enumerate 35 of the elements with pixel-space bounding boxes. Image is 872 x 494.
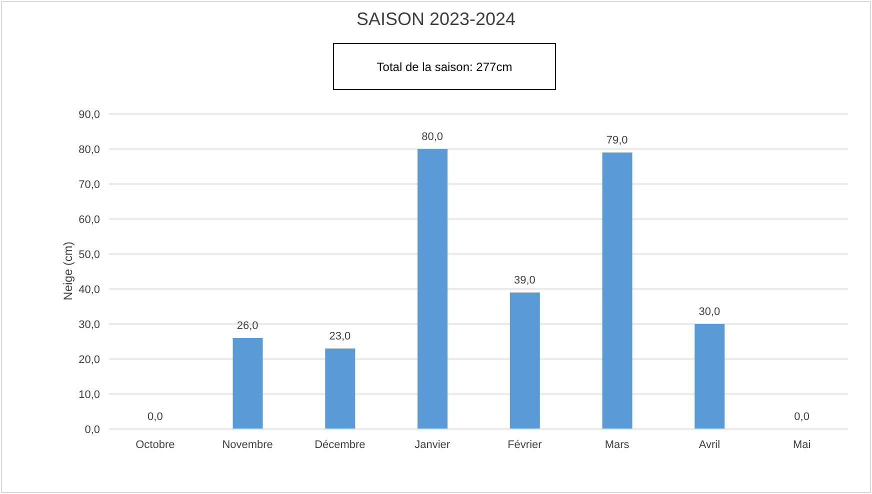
x-tick-label: Avril xyxy=(698,438,720,451)
data-label: 0,0 xyxy=(148,411,163,423)
y-tick-label: 70,0 xyxy=(78,178,100,191)
y-tick-label: 40,0 xyxy=(78,284,100,296)
x-tick-label: Février xyxy=(508,438,542,451)
x-tick-label: Janvier xyxy=(414,438,450,451)
bar xyxy=(602,152,632,429)
data-label: 30,0 xyxy=(698,306,720,318)
x-tick-label: Octobre xyxy=(136,438,175,451)
chart-title: SAISON 2023-2024 xyxy=(355,9,517,30)
bar xyxy=(232,338,263,429)
data-label: 80,0 xyxy=(422,131,444,143)
text: Total de la saison: 277cm xyxy=(376,60,512,74)
y-tick-label: 90,0 xyxy=(78,108,100,121)
y-tick-label: 0,0 xyxy=(84,424,100,436)
bar xyxy=(418,149,448,429)
y-tick-label: 60,0 xyxy=(78,214,100,226)
y-tick-label: 50,0 xyxy=(78,248,100,261)
data-label: 23,0 xyxy=(329,330,351,342)
bar xyxy=(694,324,725,429)
x-tick-label: Novembre xyxy=(222,438,273,451)
x-tick-label: Mars xyxy=(604,438,630,451)
x-tick-label: Décembre xyxy=(314,438,366,451)
bar xyxy=(510,292,540,429)
data-label: 26,0 xyxy=(236,320,258,332)
y-tick-label: 30,0 xyxy=(78,318,100,331)
y-tick-label: 20,0 xyxy=(78,354,100,366)
bar xyxy=(325,348,356,429)
x-tick-label: Mai xyxy=(792,438,811,451)
data-label: 79,0 xyxy=(606,134,628,146)
data-label: 0,0 xyxy=(794,411,810,423)
y-tick-label: 80,0 xyxy=(78,144,100,156)
data-label: 39,0 xyxy=(514,274,536,286)
y-tick-label: 10,0 xyxy=(78,388,100,401)
y-axis-title: Neige (cm) xyxy=(61,242,75,300)
